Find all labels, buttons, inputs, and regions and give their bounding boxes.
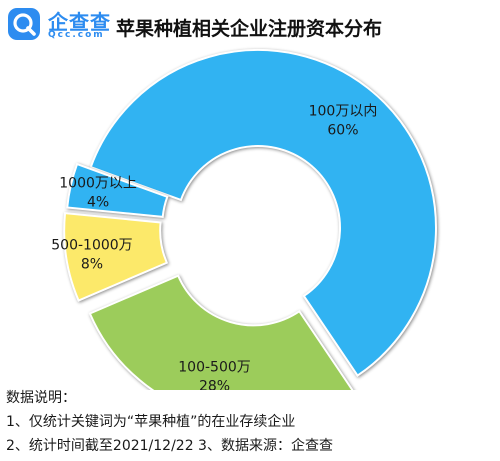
donut-chart: 100万以内 60% 100-500万 28% 500-1000万 8% 1000万以上 4% — [51, 49, 437, 390]
donut-slice — [88, 274, 354, 390]
brand-domain: Qcc.com — [48, 30, 105, 40]
slice-percent: 4% — [87, 195, 109, 211]
slice-percent: 60% — [327, 122, 358, 138]
slice-percent: 28% — [199, 379, 230, 390]
slice-label: 1000万以上 — [59, 176, 137, 192]
slice-label: 500-1000万 — [51, 238, 132, 254]
data-notes: 数据说明： 1、仅统计关键词为“苹果种植”的在业存续企业 2、统计时间截至202… — [6, 386, 496, 458]
donut-slice — [63, 211, 169, 302]
header: 企查查 Qcc.com 苹果种植相关企业注册资本分布 — [6, 6, 494, 46]
slice-label: 100万以内 — [309, 103, 378, 119]
notes-line-1: 1、仅统计关键词为“苹果种植”的在业存续企业 — [6, 414, 296, 430]
donut-slice — [89, 49, 437, 377]
slice-percent: 8% — [81, 257, 103, 273]
chart-title: 苹果种植相关企业注册资本分布 — [116, 18, 383, 40]
notes-heading: 数据说明： — [6, 390, 76, 406]
notes-line-2: 2、统计时间截至2021/12/22 3、数据来源：企查查 — [6, 438, 333, 454]
qcc-logo-icon — [8, 8, 40, 40]
brand-name: 企查查 — [48, 10, 111, 34]
slice-label: 100-500万 — [178, 360, 251, 376]
donut-slice — [66, 162, 169, 218]
